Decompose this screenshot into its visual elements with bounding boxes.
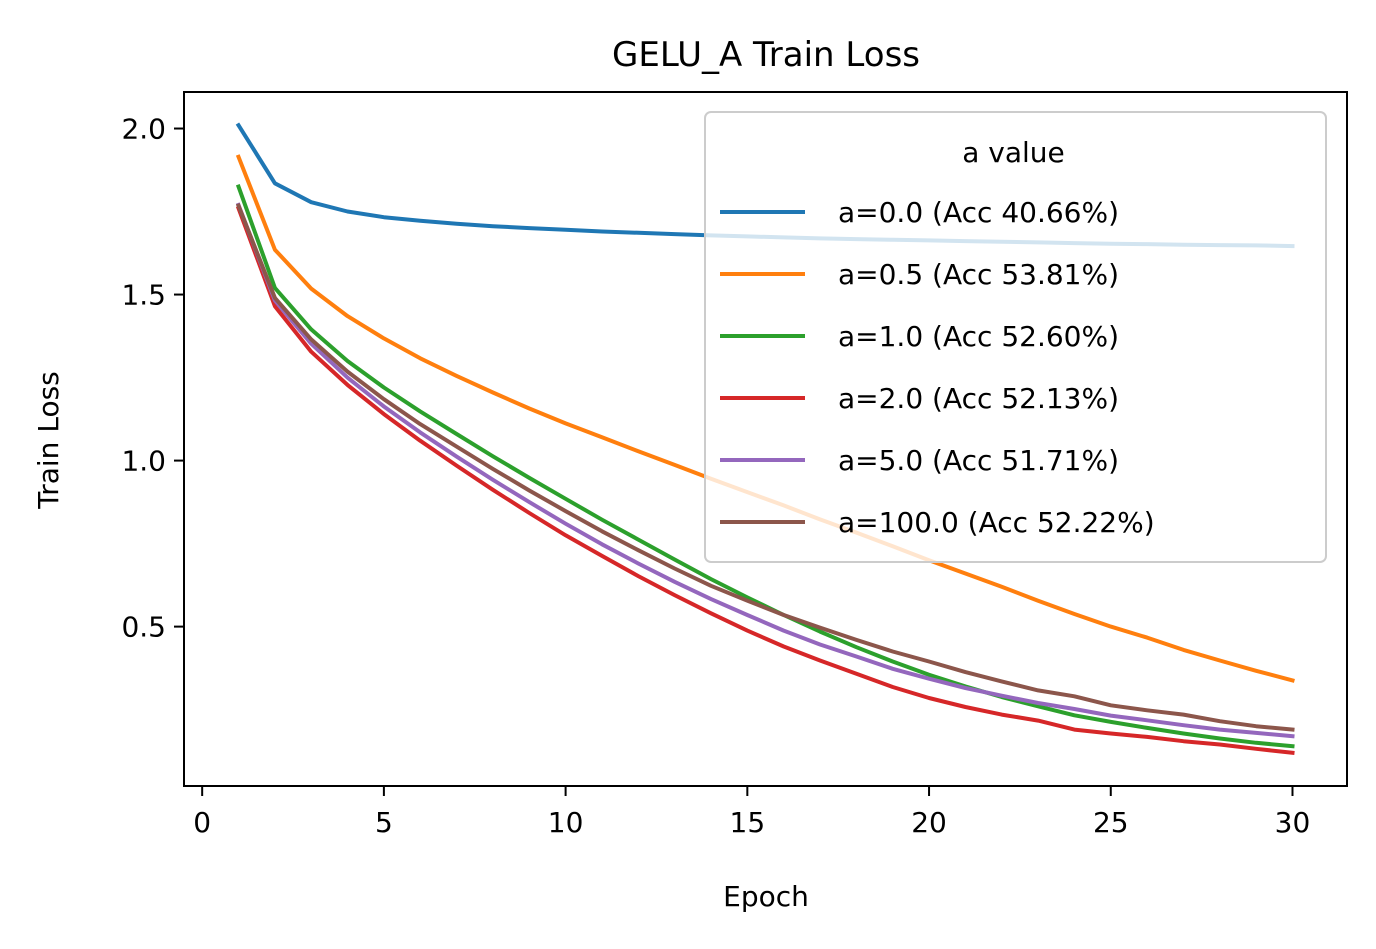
legend: a value a=0.0 (Acc 40.66%) a=0.5 (Acc 53.8… xyxy=(704,111,1327,563)
x-tick-label: 20 xyxy=(911,806,947,839)
legend-label-3: a=2.0 (Acc 52.13%) xyxy=(838,382,1119,415)
legend-label-0: a=0.0 (Acc 40.66%) xyxy=(838,196,1119,229)
legend-box xyxy=(704,111,1327,563)
axes: 0 5 10 15 20 25 30 0.5 1.0 1.5 2.0 xyxy=(121,91,1348,839)
y-axis-title: Train Loss xyxy=(32,371,65,510)
x-tick-label: 30 xyxy=(1275,806,1311,839)
legend-title: a value xyxy=(962,136,1065,169)
y-tick-label: 1.5 xyxy=(121,279,166,312)
y-tick-label: 2.0 xyxy=(121,113,166,146)
legend-label-5: a=100.0 (Acc 52.22%) xyxy=(838,506,1155,539)
x-tick-label: 15 xyxy=(730,806,766,839)
series-line-3 xyxy=(235,205,1295,756)
legend-label-2: a=1.0 (Acc 52.60%) xyxy=(838,320,1119,353)
x-axis-title: Epoch xyxy=(723,880,809,913)
series-line-5 xyxy=(235,203,1295,732)
y-tick-label: 0.5 xyxy=(121,611,166,644)
legend-label-1: a=0.5 (Acc 53.81%) xyxy=(838,258,1119,291)
x-tick-label: 25 xyxy=(1093,806,1129,839)
plot-frame xyxy=(183,91,1348,787)
series-line-4 xyxy=(235,202,1295,739)
y-tick-label: 1.0 xyxy=(121,445,166,478)
x-tick-label: 0 xyxy=(193,806,211,839)
legend-label-4: a=5.0 (Acc 51.71%) xyxy=(838,444,1119,477)
chart-title: GELU_A Train Loss xyxy=(612,35,920,75)
x-tick-label: 10 xyxy=(548,806,584,839)
x-tick-label: 5 xyxy=(375,806,393,839)
